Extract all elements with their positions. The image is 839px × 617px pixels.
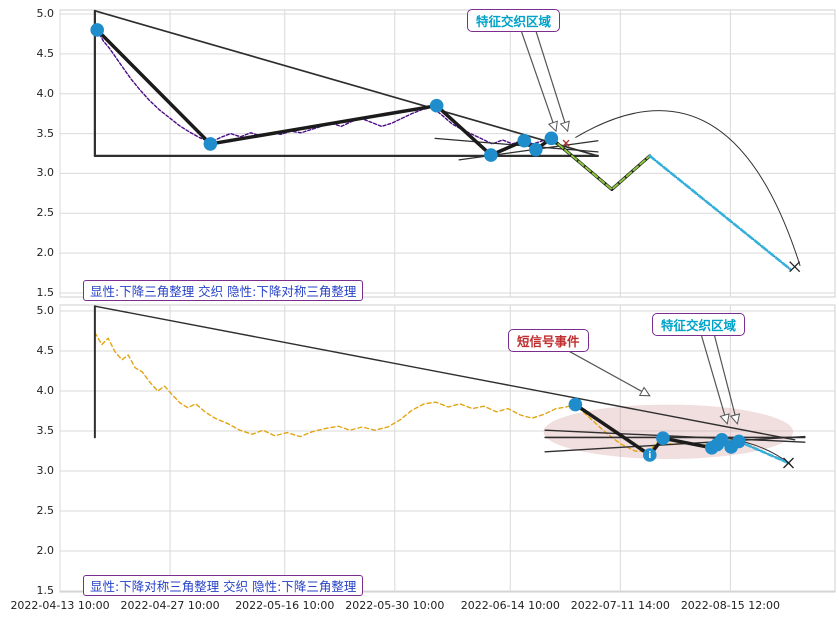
annotation-feature-zone-bottom: 特征交织区域 — [652, 313, 746, 336]
y-tick-label: 2.5 — [36, 206, 55, 220]
pivot-dot — [203, 137, 218, 151]
y-tick-label: 3.0 — [36, 166, 55, 180]
pivot-dot — [529, 142, 543, 157]
pivot-dot — [656, 431, 670, 446]
y-tick-label: 2.0 — [36, 246, 55, 260]
y-tick-label: 1.5 — [36, 286, 55, 299]
x-tick-label: 2022-06-14 10:00 — [460, 599, 560, 612]
series-triangle-hypotenuse — [94, 305, 796, 441]
x-tick-label: 2022-04-13 10:00 — [10, 599, 110, 612]
pivot-dot — [429, 98, 444, 113]
annotation-arrow — [519, 28, 554, 123]
y-tick-label: 3.5 — [36, 424, 55, 437]
x-tick-label: 2022-08-15 12:00 — [680, 599, 780, 612]
dot-label: i — [648, 451, 651, 461]
series-wedge-lower — [458, 140, 599, 161]
y-tick-label: 2.5 — [36, 504, 55, 517]
pivot-dot — [544, 131, 559, 146]
y-tick-label: 5.0 — [36, 304, 55, 317]
series-wedge-lower — [544, 435, 806, 453]
pivot-dot — [568, 397, 583, 412]
series-triangle-hypotenuse — [94, 9, 599, 157]
chart-bottom: i — [59, 304, 836, 593]
pivot-dot — [517, 133, 532, 148]
y-tick-label: 5.0 — [36, 7, 55, 20]
pivot-dot — [484, 148, 498, 162]
pattern-label-top: 显性:下降三角整理 交织 隐性:下降对称三角整理 — [83, 280, 364, 301]
series-projection-cyan — [648, 154, 792, 271]
x-tick-label: 2022-05-16 10:00 — [235, 599, 335, 612]
series-price-orange-dashed — [94, 331, 735, 453]
pivot-dot — [732, 434, 746, 449]
series-price-purple-dashed — [96, 29, 553, 145]
y-tick-label: 3.5 — [36, 126, 55, 140]
y-tick-label: 2.0 — [36, 544, 55, 557]
pattern-label-bottom: 显性:下降对称三角整理 交织 隐性:下降三角整理 — [83, 575, 364, 596]
x-tick-label: 2022-04-27 10:00 — [120, 599, 220, 612]
annotation-feature-zone-top: 特征交织区域 — [467, 9, 561, 32]
x-tick-label: 2022-07-11 14:00 — [570, 599, 670, 612]
annotation-arrow — [534, 28, 566, 123]
annotation-arrow — [699, 330, 726, 416]
series-projection-cyan — [737, 440, 790, 465]
annotation-arrow — [712, 330, 736, 416]
pivot-dot — [90, 23, 104, 37]
y-tick-label: 4.0 — [36, 384, 55, 397]
series-wedge-upper — [544, 429, 806, 443]
y-tick-label: 4.5 — [36, 344, 55, 357]
y-tick-label: 4.5 — [36, 46, 55, 60]
y-tick-label: 1.5 — [36, 584, 55, 597]
series-zigzag-pattern — [95, 28, 554, 157]
annotation-short-signal-event: 短信号事件 — [508, 329, 589, 352]
x-tick-label: 2022-05-30 10:00 — [345, 599, 445, 612]
series-projection-v-green — [550, 137, 651, 191]
y-tick-label: 4.0 — [36, 86, 55, 100]
chart-top — [59, 9, 836, 298]
annotation-arrow — [559, 345, 643, 392]
pivot-dot — [715, 433, 729, 447]
pivot-dot — [642, 448, 657, 462]
y-tick-label: 3.0 — [36, 464, 55, 477]
